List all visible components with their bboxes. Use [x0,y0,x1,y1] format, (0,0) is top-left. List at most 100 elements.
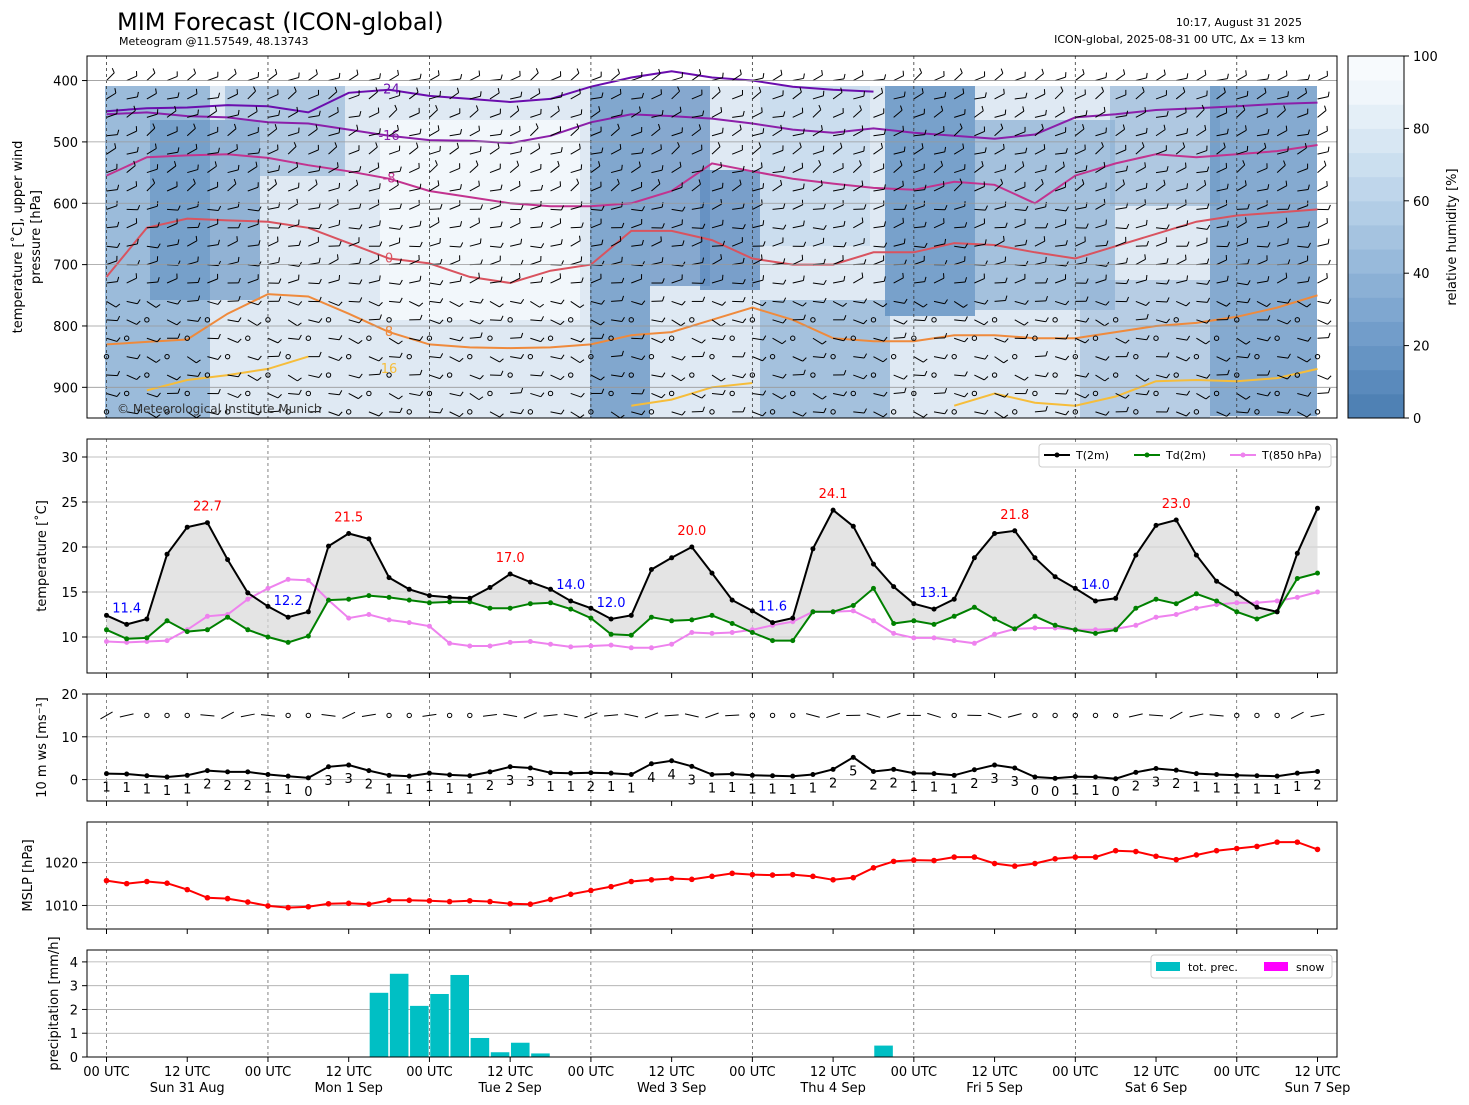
wind-barb [187,206,198,210]
wind-barb [368,112,379,118]
wind-barb-flag [116,184,120,190]
mslp-point [1314,846,1321,853]
wind-barb-flag [1264,142,1267,148]
wind-barb [1236,282,1248,286]
calm-wind-marker [144,317,150,323]
calm-wind-marker [245,335,251,341]
wind-barb [227,148,238,155]
wind-speed-point [992,762,998,768]
wind-speed-label: 1 [385,782,393,797]
wind-barb [530,226,542,229]
wind-barb-flag [902,125,904,131]
wind-barb-flag [117,370,120,376]
wind-barb [1175,259,1187,266]
wind-barb-flag [1166,407,1170,413]
wind-barb [1236,356,1248,359]
wind-barb [610,183,620,192]
wind-speed-point [366,768,372,774]
wind-barb [671,76,683,82]
wind-barb [1014,278,1026,284]
wind-barb [974,75,985,82]
td2m-point [326,597,332,603]
wind-barb [469,319,481,325]
surface-wind-barb [806,713,820,718]
wind-barb-flag [1041,123,1044,129]
wind-barb [994,299,1006,302]
wind-barb-flag [1085,223,1089,229]
wind-barb [388,95,400,100]
td2m-point [346,596,352,602]
wind-barb-flag [152,178,156,184]
wind-barb-flag [296,106,299,112]
wind-barb-flag [722,389,726,395]
wind-barb [1075,319,1087,323]
wind-barb [146,356,157,363]
wind-barb-flag [863,91,865,97]
wind-barb [287,146,297,155]
wind-barb-flag [1045,222,1049,228]
wind-barb [469,393,480,401]
wind-barb-flag [379,128,381,134]
wind-barb [691,206,703,210]
wind-barb [913,245,925,249]
wind-barb-flag [903,375,908,380]
mslp-point [204,894,211,901]
wind-barb-flag [379,220,381,226]
wind-barb-flag [456,87,460,93]
wind-barb [348,300,360,303]
wind-barb-flag [1247,203,1250,209]
wind-barb [1196,242,1207,247]
wind-barb [994,148,1005,155]
wind-barb-flag [478,272,480,278]
wind-barb-flag [459,221,463,227]
mslp-point [588,887,594,894]
wind-barb [1155,374,1167,379]
y-tick-label: 700 [53,259,78,274]
wind-barb [166,151,178,155]
wind-barb [832,92,843,100]
humidity-patch [590,86,650,418]
wind-barb-flag [238,372,242,378]
t850-point [850,608,856,614]
legend-swatch [1156,962,1180,971]
wind-barb [388,129,399,137]
wind-barb-flag [1085,257,1088,263]
wind-barb [1095,300,1106,306]
wind-barb [388,393,399,400]
wind-barb [106,337,118,342]
wind-barb-flag [379,241,383,247]
wind-barb [1054,278,1066,284]
wind-barb [187,114,198,118]
wind-barb [853,74,864,81]
wind-barb-flag [641,239,644,245]
wind-barb-flag [520,238,523,244]
wind-barb [1155,129,1166,137]
wind-barb [308,73,318,81]
wind-speed-point [1133,769,1139,775]
wind-barb [953,182,963,192]
wind-barb [974,356,986,360]
wind-barb [166,186,178,192]
wind-barb [570,148,581,155]
wind-barb [489,147,500,155]
wind-barb [953,72,963,81]
wind-barb-flag [520,299,525,304]
surface-calm-marker [305,712,312,719]
t850-point [1153,614,1159,620]
wind-speed-label: 0 [1112,785,1120,800]
wind-barb [106,374,118,377]
wind-barb-flag [1182,87,1186,93]
wind-barb-flag [840,142,843,148]
wind-barb [328,337,340,341]
wind-barb [308,319,320,323]
mslp-point [406,897,413,904]
wind-barb-flag [399,297,403,303]
wind-barb [732,374,743,379]
wind-barb-flag [155,359,161,363]
wind-speed-point [588,770,594,776]
wind-barb-flag [1307,184,1310,190]
wind-barb [954,319,966,322]
wind-speed-point [770,773,776,779]
mslp-point [1274,839,1280,845]
wind-barb-flag [1206,374,1211,379]
